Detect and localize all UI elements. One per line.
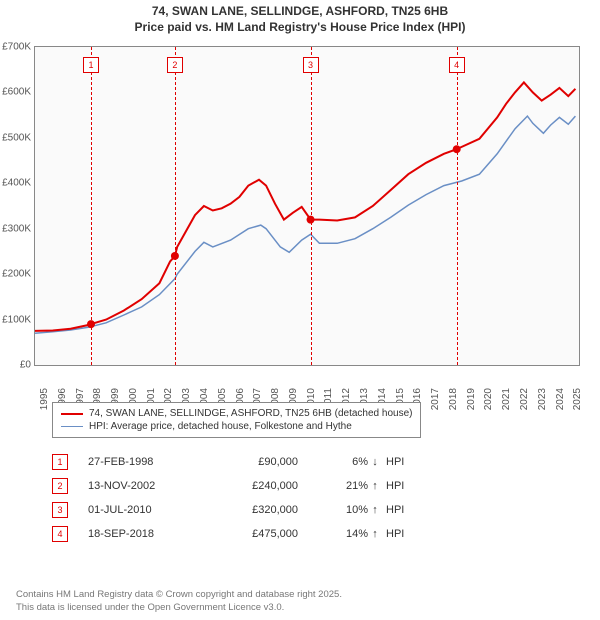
y-tick-label: £0 [1,360,31,371]
marker-number-box: 4 [449,57,465,73]
marker-number-box: 3 [303,57,319,73]
event-date: 13-NOV-2002 [88,480,198,492]
events-table: 1 27-FEB-1998£90,0006%↓ HPI 2 13-NOV-2002£24… [52,450,404,546]
x-tick-label: 2024 [555,388,566,418]
event-hpi-label: HPI [386,504,404,516]
x-tick-label: 2017 [430,388,441,418]
x-tick-label: 2019 [466,388,477,418]
footer-line-1: Contains HM Land Registry data © Crown c… [16,589,342,601]
marker-number-box: 2 [167,57,183,73]
footer-line-2: This data is licensed under the Open Gov… [16,602,342,614]
event-row: 3 01-JUL-2010£320,00010%↑ HPI [52,498,404,522]
event-date: 01-JUL-2010 [88,504,198,516]
chart-container: 74, SWAN LANE, SELLINDGE, ASHFORD, TN25 … [0,0,600,620]
legend-label-property: 74, SWAN LANE, SELLINDGE, ASHFORD, TN25 … [89,408,412,419]
event-price: £240,000 [198,480,298,492]
chart-title: 74, SWAN LANE, SELLINDGE, ASHFORD, TN25 … [0,0,600,35]
event-price: £90,000 [198,456,298,468]
event-direction-icon: ↓ [368,456,382,468]
y-tick-label: £700K [1,42,31,53]
event-number-box: 1 [52,454,68,470]
legend-swatch-hpi [61,426,83,427]
y-tick-label: £200K [1,269,31,280]
plot-area: £0£100K£200K£300K£400K£500K£600K£700K199… [34,46,580,366]
legend-row-property: 74, SWAN LANE, SELLINDGE, ASHFORD, TN25 … [61,407,412,420]
event-price: £475,000 [198,528,298,540]
event-pct: 6% [298,456,368,468]
event-row: 2 13-NOV-2002£240,00021%↑ HPI [52,474,404,498]
legend: 74, SWAN LANE, SELLINDGE, ASHFORD, TN25 … [52,402,421,438]
event-direction-icon: ↑ [368,480,382,492]
marker-vline [91,47,92,365]
event-pct: 21% [298,480,368,492]
event-row: 1 27-FEB-1998£90,0006%↓ HPI [52,450,404,474]
marker-number-box: 1 [83,57,99,73]
event-direction-icon: ↑ [368,504,382,516]
marker-vline [311,47,312,365]
event-hpi-label: HPI [386,528,404,540]
title-line-1: 74, SWAN LANE, SELLINDGE, ASHFORD, TN25 … [0,4,600,20]
y-tick-label: £600K [1,87,31,98]
event-number-box: 4 [52,526,68,542]
x-tick-label: 1995 [39,388,50,418]
legend-label-hpi: HPI: Average price, detached house, Folk… [89,421,352,432]
event-number-box: 3 [52,502,68,518]
marker-vline [175,47,176,365]
event-pct: 10% [298,504,368,516]
event-hpi-label: HPI [386,456,404,468]
y-tick-label: £400K [1,178,31,189]
event-pct: 14% [298,528,368,540]
plot-svg [35,47,579,365]
marker-vline [457,47,458,365]
legend-row-hpi: HPI: Average price, detached house, Folk… [61,420,412,433]
y-tick-label: £500K [1,132,31,143]
hpi-line [35,116,575,333]
footer: Contains HM Land Registry data © Crown c… [16,589,342,614]
x-tick-label: 2018 [448,388,459,418]
event-price: £320,000 [198,504,298,516]
y-tick-label: £100K [1,314,31,325]
event-hpi-label: HPI [386,480,404,492]
y-tick-label: £300K [1,223,31,234]
event-row: 4 18-SEP-2018£475,00014%↑ HPI [52,522,404,546]
x-tick-label: 2025 [572,388,583,418]
x-tick-label: 2020 [483,388,494,418]
property-line [35,82,575,331]
x-tick-label: 2021 [501,388,512,418]
x-tick-label: 2022 [519,388,530,418]
event-number-box: 2 [52,478,68,494]
event-direction-icon: ↑ [368,528,382,540]
x-tick-label: 2023 [537,388,548,418]
title-line-2: Price paid vs. HM Land Registry's House … [0,20,600,36]
event-date: 27-FEB-1998 [88,456,198,468]
legend-swatch-property [61,413,83,415]
event-date: 18-SEP-2018 [88,528,198,540]
